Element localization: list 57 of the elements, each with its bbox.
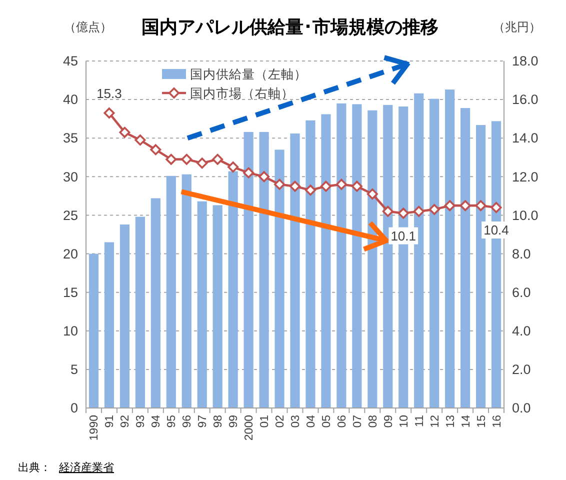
y-tick-label: 40 <box>62 92 78 108</box>
y-tick-label: 45 <box>62 54 78 69</box>
y-axis-title: （億点） <box>64 20 112 34</box>
x-tick-label: 98 <box>212 415 225 428</box>
x-tick-label: 06 <box>336 415 348 428</box>
x-tick-label: 12 <box>429 415 442 428</box>
x-tick-label: 01 <box>259 415 272 428</box>
x-tick-label: 94 <box>150 414 163 428</box>
y2-tick-label: 12.0 <box>512 169 538 184</box>
x-tick-label: 03 <box>290 415 302 428</box>
y2-tick-label: 18.0 <box>512 54 538 69</box>
source-note: 出典： <box>18 461 51 474</box>
x-tick-label: 04 <box>305 414 318 428</box>
x-tick-label: 93 <box>135 415 148 428</box>
y-tick-label: 20 <box>62 246 78 262</box>
y-tick-label: 15 <box>62 284 78 300</box>
y2-tick-label: 2.0 <box>512 362 531 378</box>
x-tick-label: 14 <box>460 414 472 428</box>
x-tick-label: 92 <box>120 415 132 428</box>
x-tick-label: 15 <box>476 415 488 428</box>
y2-tick-label: 0.0 <box>512 400 531 416</box>
y2-axis-title: （兆円） <box>493 20 541 34</box>
y-tick-label: 30 <box>62 169 78 184</box>
x-tick-label: 99 <box>228 415 240 428</box>
y-tick-label: 25 <box>62 208 78 223</box>
y2-tick-label: 14.0 <box>512 130 538 146</box>
x-tick-label: 13 <box>444 415 457 428</box>
x-tick-label: 2000 <box>244 415 256 441</box>
x-tick-label: 96 <box>182 415 194 428</box>
y-tick-label: 10 <box>62 323 78 338</box>
legend-label: 国内市場（右軸） <box>190 86 294 100</box>
y2-tick-label: 8.0 <box>512 246 531 262</box>
x-tick-label: 02 <box>274 415 287 428</box>
x-tick-label: 91 <box>104 415 116 428</box>
x-tick-label: 07 <box>352 415 364 428</box>
x-tick-label: 11 <box>414 415 426 427</box>
x-tick-label: 09 <box>382 415 395 428</box>
x-tick-label: 97 <box>197 415 210 428</box>
y2-tick-label: 4.0 <box>512 323 531 338</box>
data-label: 15.3 <box>96 86 122 102</box>
x-tick-label: 95 <box>166 415 178 428</box>
y2-tick-label: 10.0 <box>512 208 538 223</box>
x-tick-label: 05 <box>320 415 333 428</box>
y2-tick-label: 16.0 <box>512 92 538 108</box>
chart-title: 国内アパレル供給量･市場規模の推移 <box>142 17 438 37</box>
x-tick-label: 10 <box>398 415 410 428</box>
y2-tick-label: 6.0 <box>512 284 531 300</box>
data-label: 10.4 <box>484 222 509 238</box>
x-tick-label: 08 <box>367 415 380 428</box>
x-tick-label: 1990 <box>88 415 101 441</box>
x-tick-label: 16 <box>491 415 504 428</box>
y-tick-label: 35 <box>62 130 78 146</box>
legend-label: 国内供給量（左軸） <box>190 68 307 82</box>
y-tick-label: 0 <box>70 400 78 416</box>
data-label: 10.1 <box>390 228 416 244</box>
y-tick-label: 5 <box>70 362 78 378</box>
text: 経済産業省 <box>58 461 114 474</box>
